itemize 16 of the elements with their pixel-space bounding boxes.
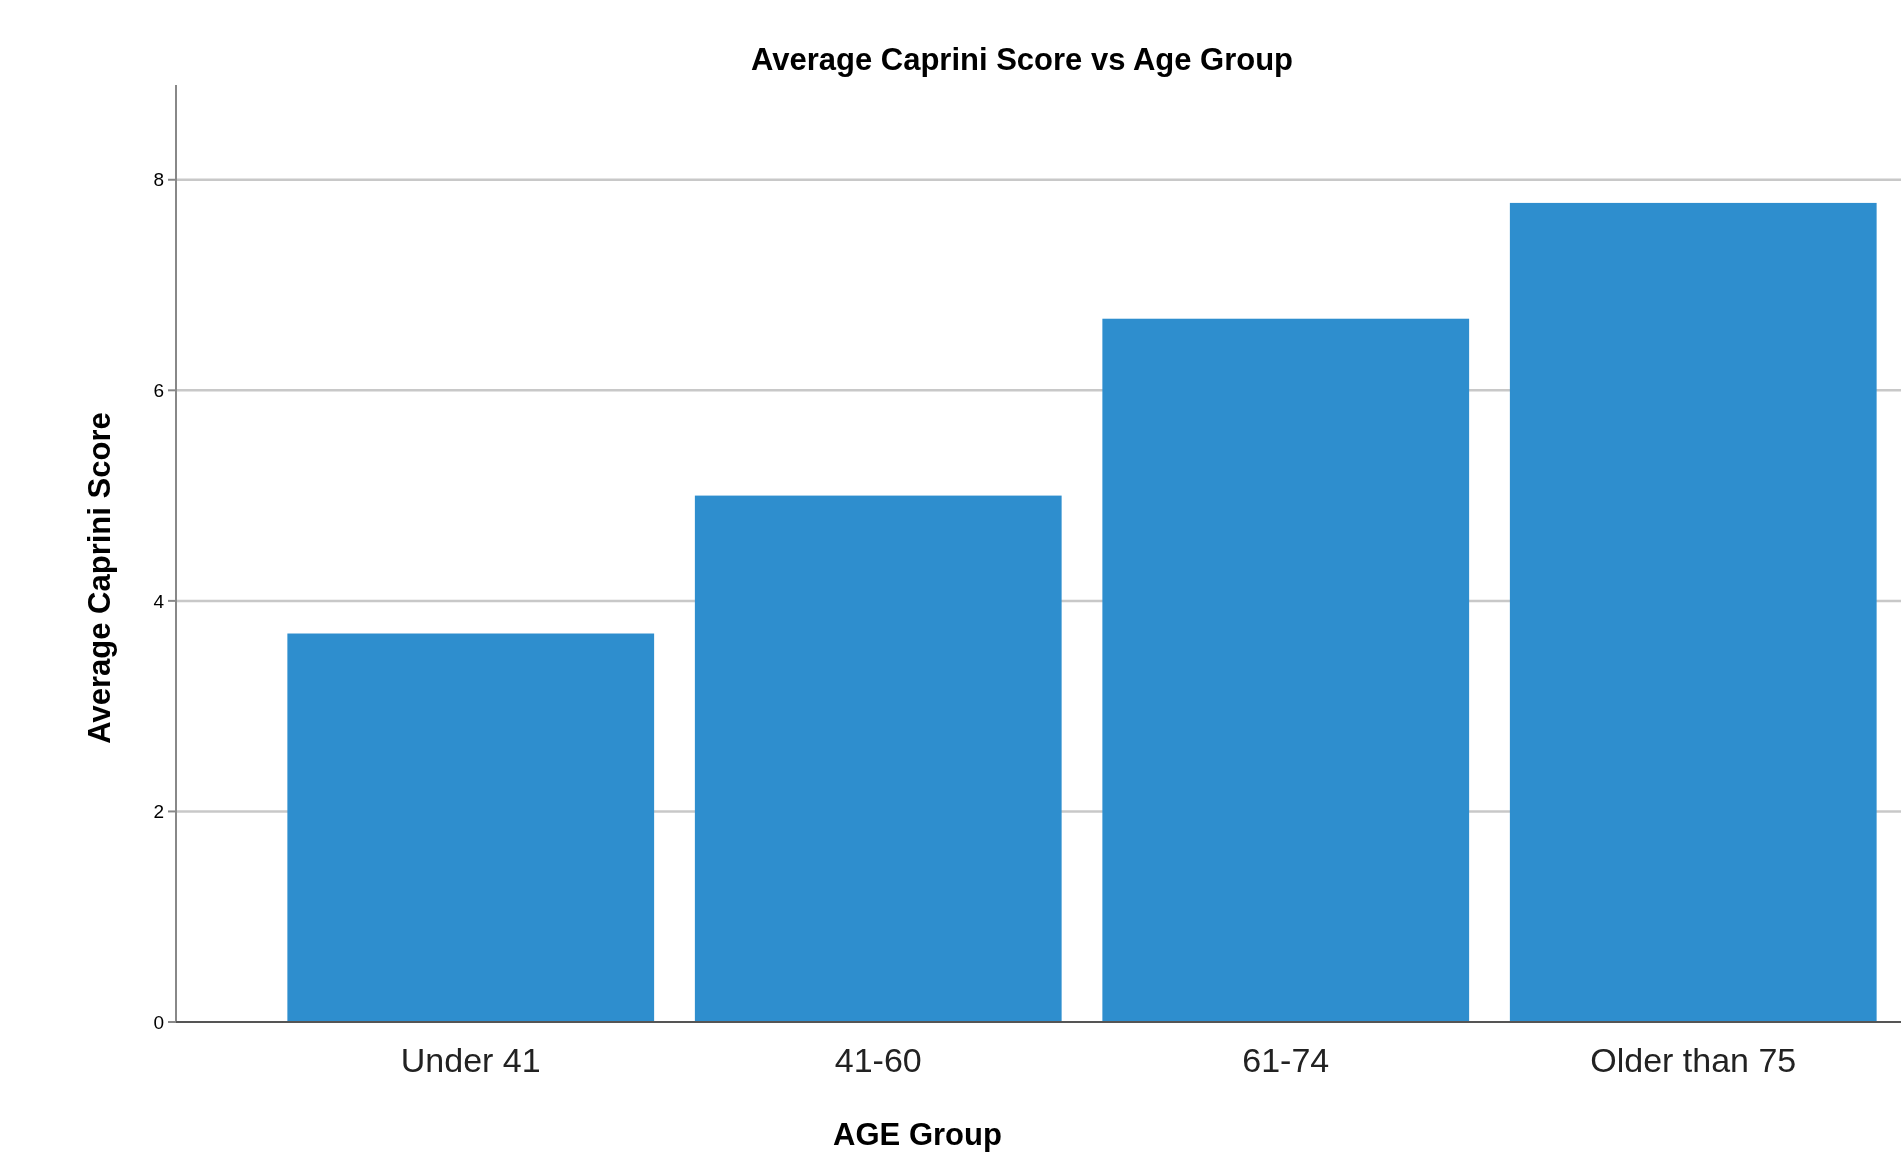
x-tick-label: 61-74	[1242, 1041, 1330, 1079]
bar	[287, 633, 655, 1022]
y-tick-label: 2	[153, 801, 164, 823]
y-tick-label: 0	[153, 1011, 164, 1033]
chart-title: Average Caprini Score vs Age Group	[750, 42, 1294, 77]
x-axis-title: AGE Group	[833, 1117, 1002, 1152]
x-tick-label: Older than 75	[1590, 1041, 1797, 1079]
x-tick-label: 41-60	[834, 1041, 922, 1079]
bar	[694, 495, 1062, 1022]
bar	[1509, 202, 1877, 1022]
y-tick-label: 8	[153, 169, 164, 191]
bar	[1102, 318, 1470, 1022]
y-tick-label: 4	[153, 590, 165, 612]
y-axis-title: Average Caprini Score	[82, 412, 117, 744]
x-tick-label: Under 41	[400, 1041, 541, 1079]
y-tick-label: 6	[153, 379, 164, 401]
